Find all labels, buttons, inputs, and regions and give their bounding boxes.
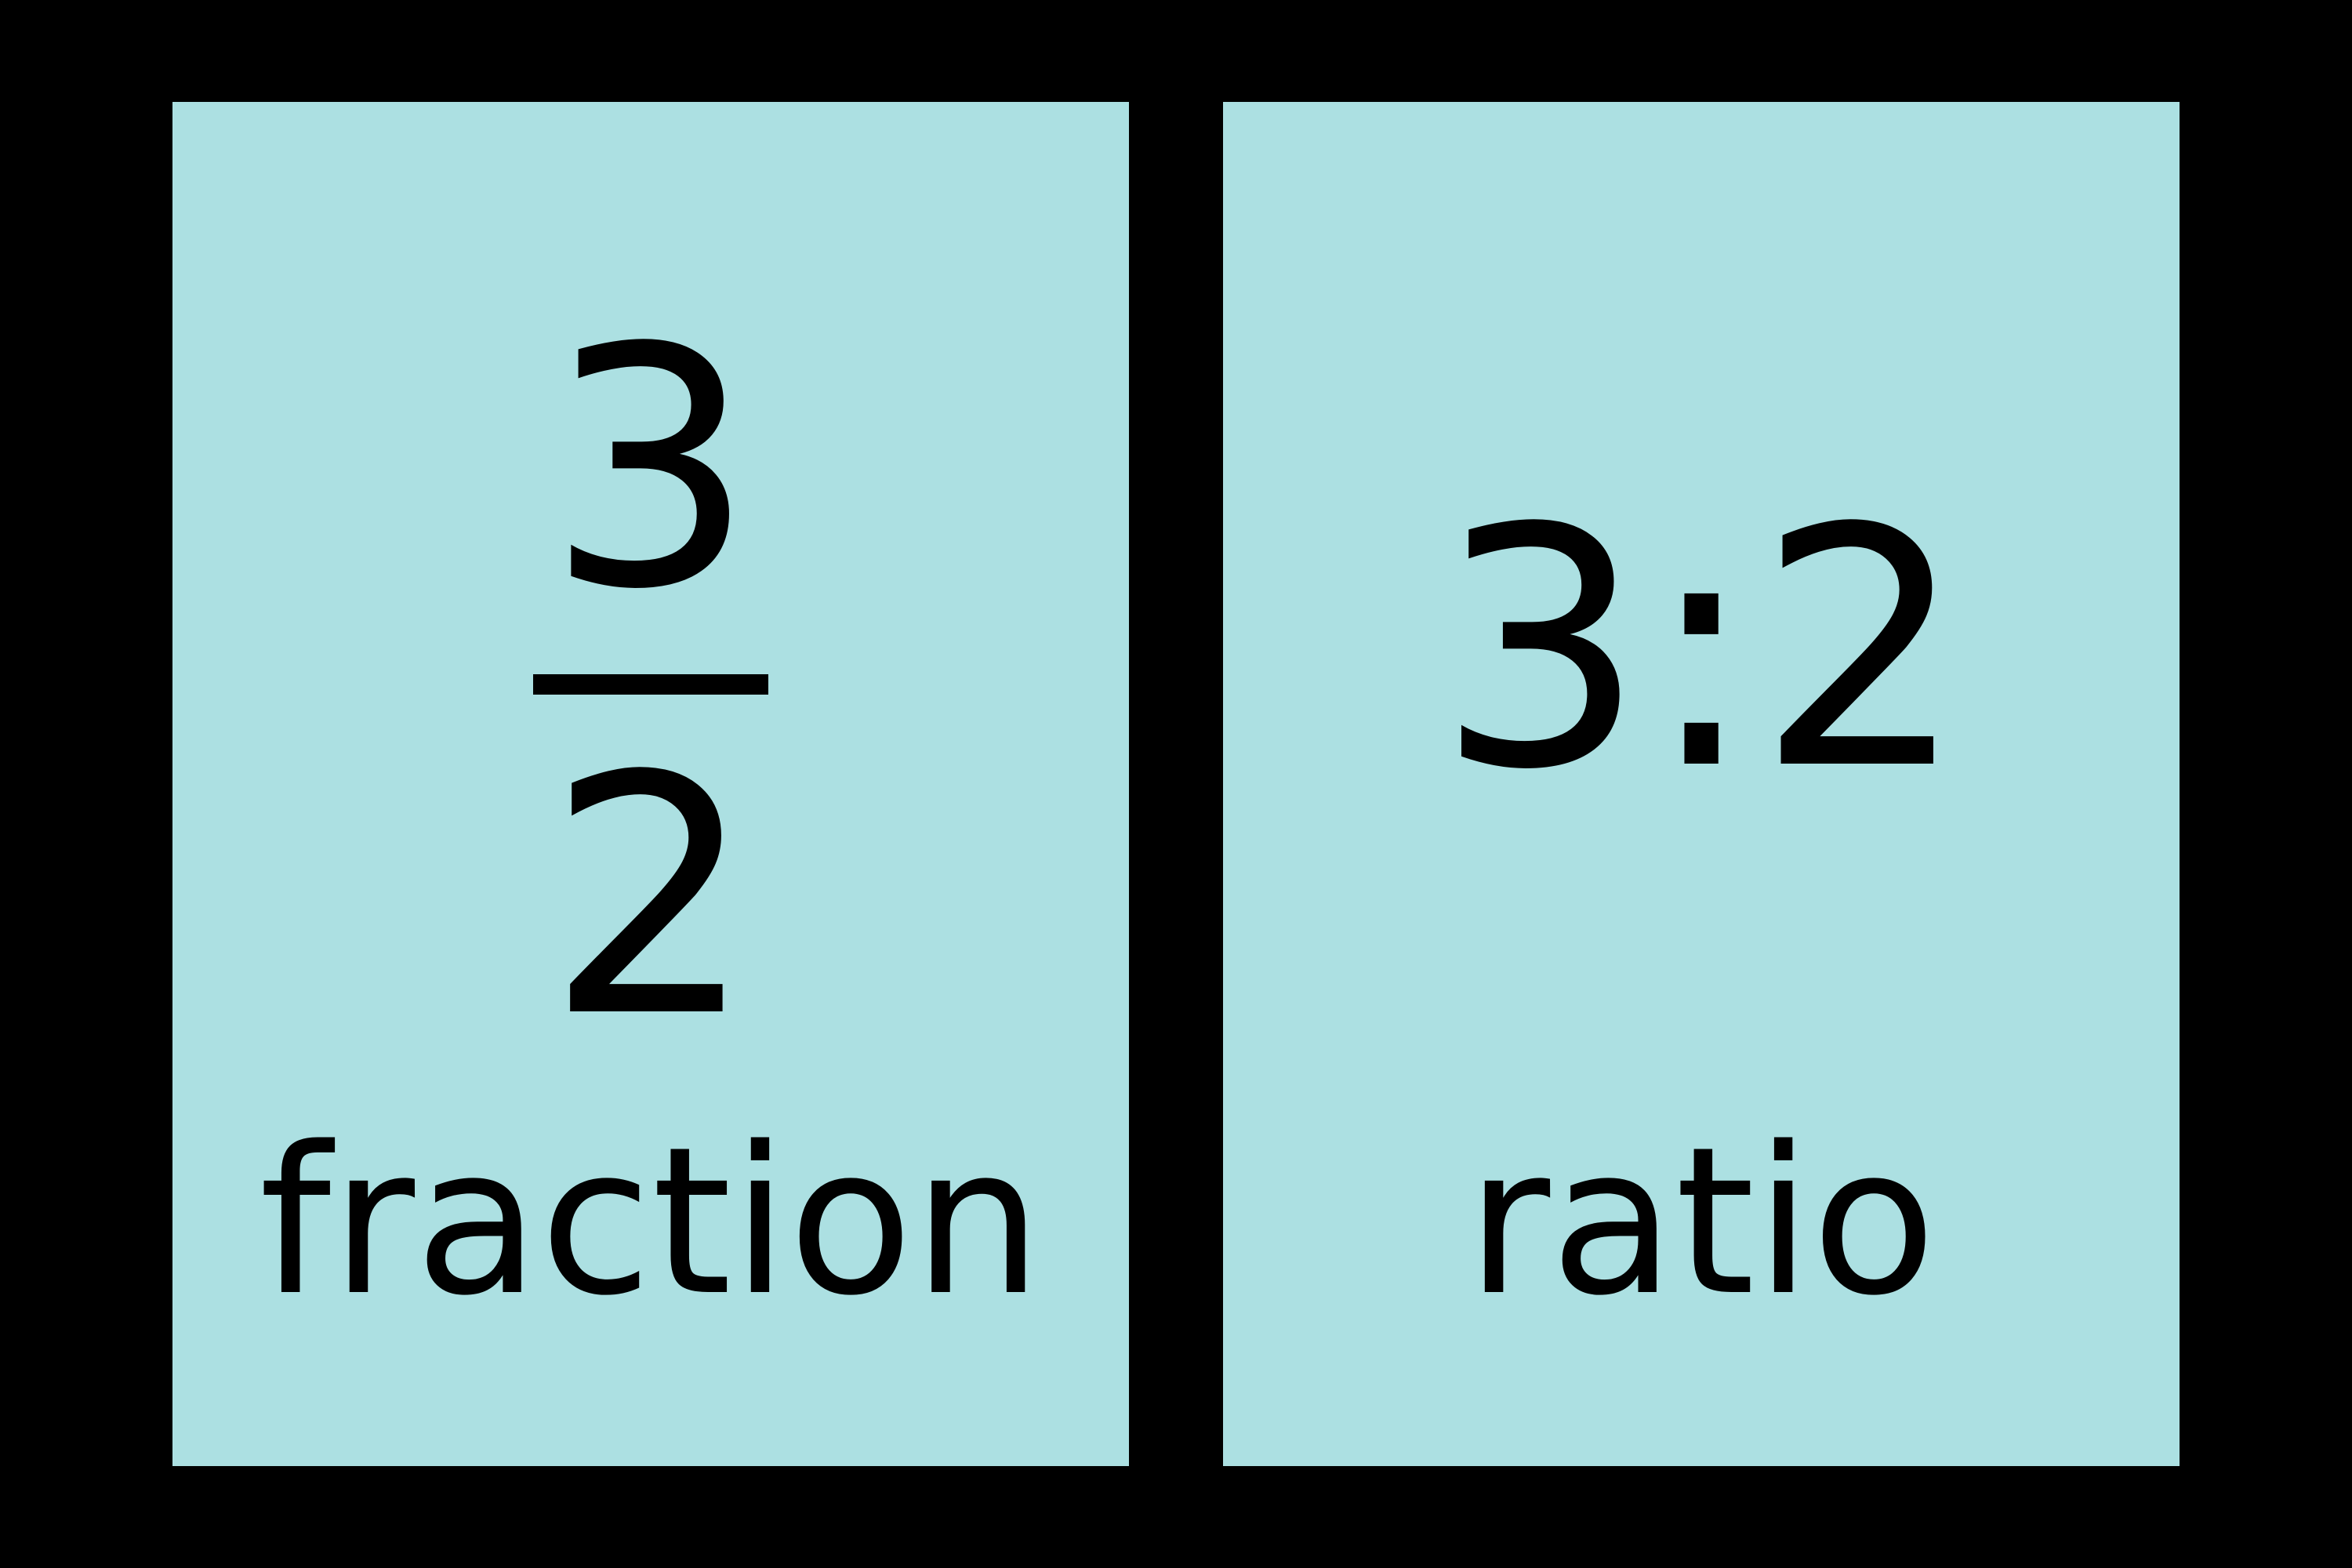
- fraction-numerator: 3: [546, 306, 755, 635]
- fraction-caption: fraction: [260, 1104, 1043, 1341]
- fraction-bar: [533, 674, 768, 695]
- ratio-caption: ratio: [1466, 1104, 1936, 1341]
- ratio-display: 3:2: [1436, 486, 1966, 815]
- fraction-display: 3 2: [533, 306, 768, 1063]
- fraction-card: 3 2 fraction: [172, 102, 1129, 1466]
- fraction-denominator: 2: [546, 734, 755, 1063]
- ratio-card: 3:2 ratio: [1223, 102, 2180, 1466]
